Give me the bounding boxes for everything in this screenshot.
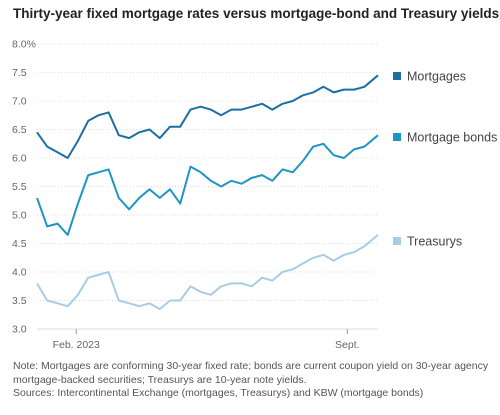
chart-notes: Note: Mortgages are conforming 30-year f… bbox=[13, 360, 491, 401]
note-line-1: Note: Mortgages are conforming 30-year f… bbox=[13, 360, 489, 372]
series-line-treasurys bbox=[36, 234, 379, 311]
y-tick-label: 6.0 bbox=[12, 153, 27, 165]
y-tick-label: 5.0 bbox=[12, 210, 27, 222]
chart-title: Thirty-year fixed mortgage rates versus … bbox=[13, 6, 500, 21]
line-chart: 8.0% 7.5 7.0 6.5 6.0 5.5 5.0 4.5 4.0 3.5 3.0 Feb. 2… bbox=[12, 39, 497, 352]
legend-label: Mortgage bonds bbox=[407, 131, 497, 145]
x-tick-label: Sept. bbox=[335, 339, 360, 351]
y-tick-label: 7.5 bbox=[12, 67, 27, 79]
legend-label: Treasurys bbox=[407, 235, 462, 249]
y-tick-label: 3.5 bbox=[12, 295, 27, 307]
legend-swatch bbox=[393, 237, 401, 245]
y-tick-label: 7.0 bbox=[12, 96, 27, 108]
y-tick-label: 4.0 bbox=[12, 267, 27, 279]
y-tick-label: 5.5 bbox=[12, 181, 27, 193]
series-line-mortgage-bonds bbox=[36, 134, 379, 236]
note-line-2: mortgage-backed securities; Treasurys ar… bbox=[13, 373, 307, 386]
x-tick-label: Feb. 2023 bbox=[53, 339, 100, 351]
y-tick-label: 8.0% bbox=[12, 39, 36, 51]
y-tick-label: 4.5 bbox=[12, 238, 27, 250]
legend-label: Mortgages bbox=[407, 70, 466, 84]
y-tick-label: 3.0 bbox=[12, 324, 27, 336]
legend-swatch bbox=[393, 133, 401, 141]
series-line-mortgages bbox=[36, 74, 379, 159]
legend-swatch bbox=[393, 72, 401, 80]
y-tick-label: 6.5 bbox=[12, 124, 27, 136]
source-line: Sources: Intercontinental Exchange (mort… bbox=[13, 387, 424, 399]
